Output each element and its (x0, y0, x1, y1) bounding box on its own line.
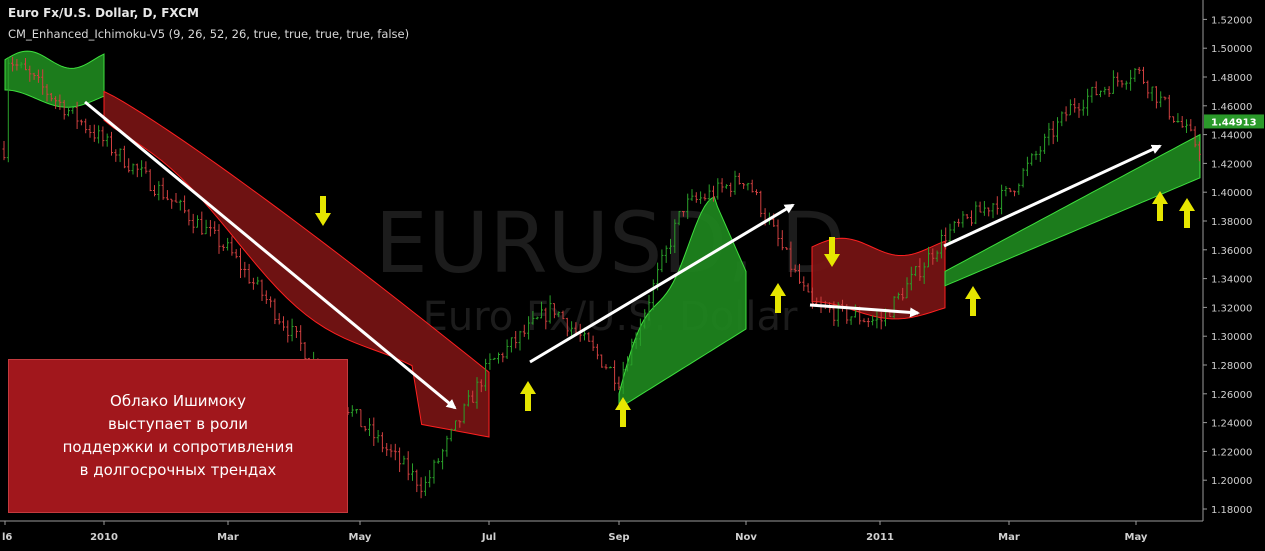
arrow-up-icon (1179, 198, 1195, 228)
y-tick-label: 1.48000 (1211, 73, 1252, 84)
trend-arrow (943, 144, 1162, 248)
callout-line: выступает в роли (108, 415, 248, 433)
y-tick-label: 1.46000 (1211, 102, 1252, 113)
arrow-up-icon (965, 286, 981, 316)
y-tick-label: 1.52000 (1211, 15, 1252, 26)
arrow-down-icon (315, 196, 331, 226)
y-tick-label: 1.50000 (1211, 44, 1252, 55)
bearish-cloud (103, 90, 490, 438)
indicator-label[interactable]: CM_Enhanced_Ichimoku-V5 (9, 26, 52, 26, … (8, 27, 410, 41)
y-tick-label: 1.18000 (1211, 505, 1252, 516)
x-tick-label: l6 (2, 532, 12, 543)
last-price-badge (1204, 114, 1264, 129)
arrow-up-icon (770, 283, 786, 313)
y-tick-label: 1.42000 (1211, 159, 1252, 170)
y-tick-label: 1.24000 (1211, 419, 1252, 430)
y-tick-label: 1.36000 (1211, 246, 1252, 257)
x-tick-label: 2010 (90, 532, 118, 543)
trend-arrow (84, 100, 457, 410)
y-tick-label: 1.22000 (1211, 447, 1252, 458)
y-tick-label: 1.30000 (1211, 332, 1252, 343)
ichimoku-cloud (4, 50, 1201, 438)
arrow-up-icon (1152, 191, 1168, 221)
bullish-cloud (944, 133, 1201, 287)
x-tick-label: May (349, 532, 372, 543)
arrow-down-icon (824, 237, 840, 267)
x-tick-label: Sep (608, 532, 629, 543)
arrow-up-icon (520, 381, 536, 411)
trend-arrow (529, 203, 795, 364)
last-price-label: 1.44913 (1211, 117, 1257, 128)
y-tick-label: 1.44000 (1211, 131, 1252, 142)
trend-arrow (809, 303, 920, 318)
y-tick-label: 1.38000 (1211, 217, 1252, 228)
x-tick-label: Jul (481, 532, 496, 543)
x-tick-label: 2011 (866, 532, 894, 543)
y-tick-label: 1.26000 (1211, 390, 1252, 401)
annotations (84, 100, 1195, 427)
x-tick-label: Nov (735, 532, 757, 543)
chart-title: Euro Fx/U.S. Dollar, D, FXCM (8, 6, 199, 20)
watermark-symbol: EURUSD, D (375, 194, 846, 292)
x-tick-label: Mar (217, 532, 239, 543)
x-tick-label: May (1125, 532, 1148, 543)
y-tick-label: 1.32000 (1211, 303, 1252, 314)
x-tick-label: Mar (998, 532, 1020, 543)
bearish-cloud (811, 237, 946, 320)
bullish-cloud (618, 196, 747, 410)
callout-box: Облако Ишимоку выступает в роли поддержк… (8, 359, 348, 513)
y-tick-label: 1.20000 (1211, 476, 1252, 487)
callout-line: в долгосрочных трендах (79, 461, 277, 479)
y-tick-label: 1.40000 (1211, 188, 1252, 199)
callout-line: поддержки и сопротивления (62, 438, 294, 456)
arrow-up-icon (615, 397, 631, 427)
callout-line: Облако Ишимоку (110, 392, 246, 410)
y-tick-label: 1.34000 (1211, 275, 1252, 286)
y-tick-label: 1.28000 (1211, 361, 1252, 372)
